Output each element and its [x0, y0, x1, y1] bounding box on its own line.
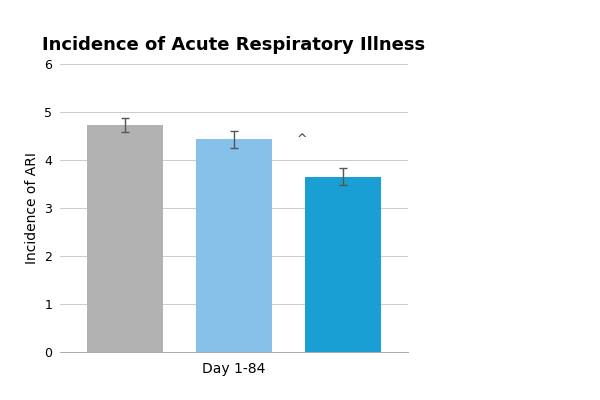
Bar	[87, 125, 163, 352]
Bar	[305, 177, 381, 352]
Text: ^: ^	[296, 133, 307, 146]
Bar	[196, 139, 272, 352]
Title: Incidence of Acute Respiratory Illness: Incidence of Acute Respiratory Illness	[43, 36, 425, 54]
Y-axis label: Incidence of ARI: Incidence of ARI	[25, 152, 39, 264]
